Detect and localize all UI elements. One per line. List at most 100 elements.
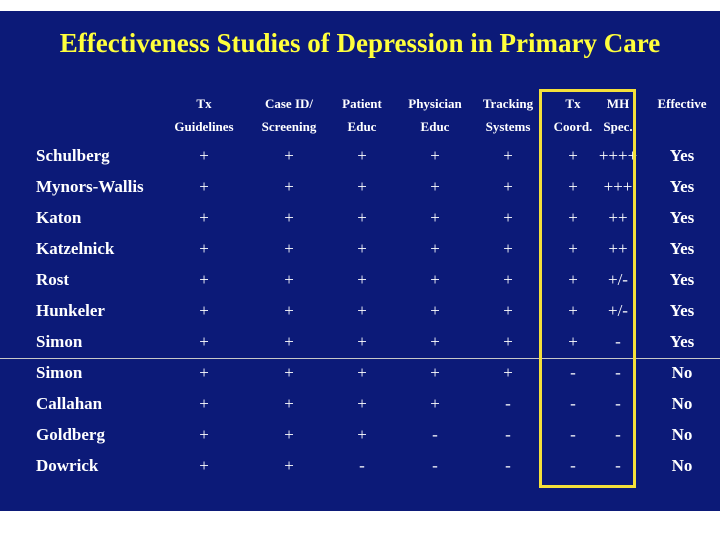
table-cell: + bbox=[430, 239, 440, 258]
effective-cell: Yes bbox=[669, 301, 695, 320]
effective-cell: Yes bbox=[669, 239, 695, 258]
table-cell: + bbox=[430, 394, 440, 413]
column-header-1-line1: Tx bbox=[196, 96, 212, 111]
table-cell: + bbox=[199, 363, 209, 382]
column-header-1-line2: Guidelines bbox=[174, 119, 234, 134]
table-cell: + bbox=[357, 363, 367, 382]
table-cell: - bbox=[615, 332, 621, 351]
table-cell: + bbox=[199, 270, 209, 289]
table-cell: + bbox=[284, 425, 294, 444]
table-cell: + bbox=[503, 239, 513, 258]
slide-title: Effectiveness Studies of Depression in P… bbox=[59, 28, 661, 58]
table-cell: + bbox=[430, 177, 440, 196]
study-name: Goldberg bbox=[36, 425, 105, 444]
table-cell: +/- bbox=[608, 301, 628, 320]
table-cell: + bbox=[568, 208, 578, 227]
table-cell: + bbox=[357, 301, 367, 320]
column-header-7-line1: MH bbox=[606, 96, 630, 111]
table-cell: +/- bbox=[608, 270, 628, 289]
table-cell: + bbox=[199, 177, 209, 196]
table-cell: + bbox=[357, 332, 367, 351]
table-cell: + bbox=[568, 146, 578, 165]
table-cell: + bbox=[284, 456, 294, 475]
effective-cell: Yes bbox=[669, 177, 695, 196]
table-cell: ++ bbox=[608, 208, 628, 227]
table-cell: + bbox=[199, 208, 209, 227]
effective-cell: Yes bbox=[669, 270, 695, 289]
table-cell: + bbox=[430, 301, 440, 320]
table-cell: - bbox=[505, 456, 511, 475]
table-cell: + bbox=[199, 425, 209, 444]
table-cell: + bbox=[199, 456, 209, 475]
table-cell: + bbox=[430, 332, 440, 351]
study-name: Schulberg bbox=[36, 146, 110, 165]
table-cell: + bbox=[503, 301, 513, 320]
table-cell: + bbox=[430, 208, 440, 227]
table-cell: + bbox=[284, 332, 294, 351]
table-cell: - bbox=[505, 394, 511, 413]
column-header-8-line1: Effective bbox=[657, 96, 707, 111]
slide bbox=[0, 11, 720, 511]
highlight-box bbox=[539, 89, 636, 488]
table-cell: + bbox=[568, 177, 578, 196]
study-name: Dowrick bbox=[36, 456, 99, 475]
table-cell: + bbox=[284, 239, 294, 258]
table-cell: + bbox=[568, 301, 578, 320]
study-name: Mynors-Wallis bbox=[36, 177, 144, 196]
table-cell: - bbox=[615, 363, 621, 382]
table-cell: + bbox=[199, 394, 209, 413]
effective-cell: Yes bbox=[669, 146, 695, 165]
effective-cell: Yes bbox=[669, 208, 695, 227]
table-cell: - bbox=[615, 425, 621, 444]
table-cell: + bbox=[284, 177, 294, 196]
table-cell: + bbox=[430, 363, 440, 382]
column-header-6-line2: Coord. bbox=[553, 119, 593, 134]
study-name: Katon bbox=[36, 208, 82, 227]
column-header-5-line1: Tracking bbox=[482, 96, 534, 111]
table-cell: + bbox=[284, 394, 294, 413]
table-cell: - bbox=[570, 363, 576, 382]
table-cell: +++ bbox=[603, 177, 633, 196]
table-cell: + bbox=[357, 270, 367, 289]
table-cell: ++++ bbox=[598, 146, 638, 165]
table-cell: + bbox=[357, 177, 367, 196]
row-divider bbox=[0, 358, 720, 359]
table-cell: - bbox=[432, 456, 438, 475]
table-cell: + bbox=[568, 332, 578, 351]
table-cell: - bbox=[505, 425, 511, 444]
table-cell: + bbox=[199, 146, 209, 165]
table-cell: + bbox=[357, 208, 367, 227]
column-header-4-line2: Educ bbox=[420, 119, 450, 134]
table-cell: ++ bbox=[608, 239, 628, 258]
column-header-3-line2: Educ bbox=[347, 119, 377, 134]
table-cell: - bbox=[615, 394, 621, 413]
table-cell: + bbox=[503, 208, 513, 227]
effective-cell: Yes bbox=[669, 332, 695, 351]
effective-cell: No bbox=[671, 394, 693, 413]
effective-cell: No bbox=[671, 456, 693, 475]
table-cell: - bbox=[432, 425, 438, 444]
column-header-4-line1: Physician bbox=[408, 96, 462, 111]
table-cell: + bbox=[199, 332, 209, 351]
table-cell: + bbox=[284, 208, 294, 227]
table-cell: + bbox=[357, 146, 367, 165]
table-cell: + bbox=[357, 239, 367, 258]
table-cell: - bbox=[359, 456, 365, 475]
table-cell: + bbox=[430, 270, 440, 289]
effective-cell: No bbox=[671, 425, 693, 444]
table-cell: - bbox=[615, 456, 621, 475]
column-header-2-line1: Case ID/ bbox=[264, 96, 314, 111]
study-name: Simon bbox=[36, 332, 83, 351]
table-cell: + bbox=[284, 363, 294, 382]
study-name: Simon bbox=[36, 363, 83, 382]
table-cell: + bbox=[503, 177, 513, 196]
table-cell: + bbox=[503, 146, 513, 165]
table-cell: - bbox=[570, 425, 576, 444]
column-header-5-line2: Systems bbox=[485, 119, 531, 134]
table-cell: + bbox=[503, 363, 513, 382]
table-cell: + bbox=[503, 332, 513, 351]
table-cell: + bbox=[284, 270, 294, 289]
table-cell: - bbox=[570, 394, 576, 413]
study-name: Callahan bbox=[36, 394, 103, 413]
table-cell: + bbox=[284, 301, 294, 320]
